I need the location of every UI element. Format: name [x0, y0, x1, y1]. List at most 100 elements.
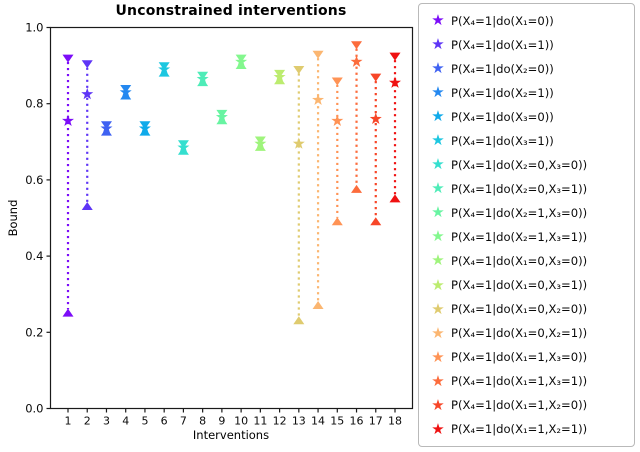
legend-item-label: P(X₄=1|do(X₂=1))	[451, 85, 554, 100]
lower-bound-triangle-up-marker	[351, 184, 363, 193]
legend-star-icon: ★	[431, 35, 445, 54]
legend-item-label: P(X₄=1|do(X₁=1))	[451, 37, 554, 52]
lower-bound-triangle-up-marker	[216, 116, 228, 125]
intervention-1	[62, 54, 74, 317]
upper-bound-triangle-down-marker	[389, 52, 401, 61]
legend-item: ★ P(X₄=1|do(X₂=0))	[425, 57, 628, 80]
upper-bound-triangle-down-marker	[62, 54, 74, 63]
upper-bound-triangle-down-marker	[216, 109, 228, 118]
legend-star-icon: ★	[431, 203, 445, 222]
legend-item: ★ P(X₄=1|do(X₁=0))	[425, 9, 628, 32]
y-tick-label: 0.6	[25, 173, 43, 187]
legend-star-icon: ★	[431, 395, 445, 414]
chart-title: Unconstrained interventions	[115, 3, 347, 19]
x-tick-label: 9	[218, 415, 225, 428]
legend-item: ★ P(X₄=1|do(X₁=1))	[425, 33, 628, 56]
upper-bound-triangle-down-marker	[139, 121, 151, 130]
x-tick-label: 11	[253, 415, 267, 428]
upper-bound-triangle-down-marker	[370, 73, 382, 82]
legend-star-icon: ★	[431, 419, 445, 438]
legend-item: ★ P(X₄=1|do(X₁=1,X₂=0))	[425, 394, 628, 417]
intervention-11	[254, 136, 267, 151]
legend-item-label: P(X₄=1|do(X₂=0))	[451, 61, 554, 76]
point-estimate-star-marker	[369, 112, 382, 125]
lower-bound-triangle-up-marker	[158, 68, 170, 77]
legend-star-icon: ★	[431, 59, 445, 78]
y-tick-label: 0.0	[25, 402, 43, 416]
legend-star-icon: ★	[431, 347, 445, 366]
legend-item: ★ P(X₄=1|do(X₁=0,X₂=1))	[425, 322, 628, 345]
point-estimate-star-marker	[62, 114, 74, 126]
lower-bound-triangle-up-marker	[274, 76, 286, 85]
x-tick-label: 5	[141, 415, 148, 428]
x-tick-label: 4	[122, 415, 129, 428]
legend-star-icon: ★	[431, 179, 445, 198]
x-tick-label: 2	[84, 415, 91, 428]
upper-bound-triangle-down-marker	[312, 50, 324, 59]
intervention-7	[177, 140, 190, 155]
y-tick-label: 0.8	[25, 97, 43, 111]
legend-star-icon: ★	[431, 155, 445, 174]
x-tick-label: 6	[161, 415, 168, 428]
legend-star-icon: ★	[431, 371, 445, 390]
legend-item-label: P(X₄=1|do(X₁=0,X₃=1))	[451, 278, 588, 293]
legend-item: ★ P(X₄=1|do(X₃=0))	[425, 105, 628, 128]
upper-bound-triangle-down-marker	[274, 69, 286, 78]
x-tick-label: 16	[350, 415, 364, 428]
lower-bound-triangle-up-marker	[139, 127, 151, 136]
legend-star-icon: ★	[431, 131, 445, 150]
legend-star-icon: ★	[431, 275, 445, 294]
x-tick-label: 13	[292, 415, 306, 428]
lower-bound-triangle-up-marker	[235, 61, 247, 69]
upper-bound-triangle-down-marker	[120, 85, 132, 94]
intervention-18	[389, 52, 401, 203]
intervention-16	[350, 41, 363, 193]
upper-bound-triangle-down-marker	[293, 66, 305, 75]
x-axis-label: Interventions	[192, 428, 270, 442]
upper-bound-triangle-down-marker	[254, 136, 266, 145]
legend-item: ★ P(X₄=1|do(X₁=0,X₃=1))	[425, 274, 628, 297]
legend-item-label: P(X₄=1|do(X₃=1))	[451, 133, 554, 148]
point-estimate-star-marker	[350, 55, 363, 67]
legend-item: ★ P(X₄=1|do(X₂=1))	[425, 81, 628, 104]
legend-item: ★ P(X₄=1|do(X₂=0,X₃=1))	[425, 177, 628, 200]
legend-item: ★ P(X₄=1|do(X₃=1))	[425, 129, 628, 152]
legend-item: ★ P(X₄=1|do(X₂=1,X₃=1))	[425, 225, 628, 248]
y-tick-label: 1.0	[25, 21, 43, 35]
intervention-2	[81, 60, 94, 210]
lower-bound-triangle-up-marker	[254, 142, 266, 151]
intervention-6	[158, 62, 171, 77]
legend-item-label: P(X₄=1|do(X₁=0,X₂=1))	[451, 326, 588, 341]
upper-bound-triangle-down-marker	[100, 121, 112, 130]
legend-star-icon: ★	[431, 323, 445, 342]
lower-bound-triangle-up-marker	[331, 217, 343, 226]
legend-item: ★ P(X₄=1|do(X₁=1,X₃=0))	[425, 346, 628, 369]
legend-star-icon: ★	[431, 251, 445, 270]
intervention-13	[292, 66, 305, 325]
x-tick-label: 12	[273, 415, 287, 428]
legend-item-label: P(X₄=1|do(X₃=0))	[451, 109, 554, 124]
y-tick-label: 0.4	[25, 249, 43, 263]
legend-item: ★ P(X₄=1|do(X₁=0,X₃=0))	[425, 249, 628, 272]
x-tick-label: 15	[330, 415, 344, 428]
lower-bound-triangle-up-marker	[370, 217, 382, 226]
intervention-8	[196, 71, 209, 87]
legend-item-label: P(X₄=1|do(X₂=0,X₃=1))	[451, 181, 588, 196]
legend-item-label: P(X₄=1|do(X₁=0))	[451, 13, 554, 28]
upper-bound-triangle-down-marker	[197, 71, 209, 80]
lower-bound-triangle-up-marker	[177, 146, 189, 155]
upper-bound-triangle-down-marker	[235, 54, 247, 63]
lower-bound-triangle-up-marker	[293, 316, 305, 325]
point-estimate-star-marker	[292, 137, 305, 149]
intervention-12	[273, 69, 286, 85]
upper-bound-triangle-down-marker	[158, 62, 170, 71]
legend-item-label: P(X₄=1|do(X₂=0,X₃=0))	[451, 157, 588, 172]
legend-star-icon: ★	[431, 227, 445, 246]
intervention-17	[369, 73, 382, 226]
legend-item-label: P(X₄=1|do(X₁=1,X₂=1))	[451, 422, 588, 437]
upper-bound-triangle-down-marker	[81, 60, 93, 69]
intervention-9	[215, 109, 228, 125]
intervention-10	[235, 54, 248, 69]
axes-frame	[49, 26, 414, 410]
